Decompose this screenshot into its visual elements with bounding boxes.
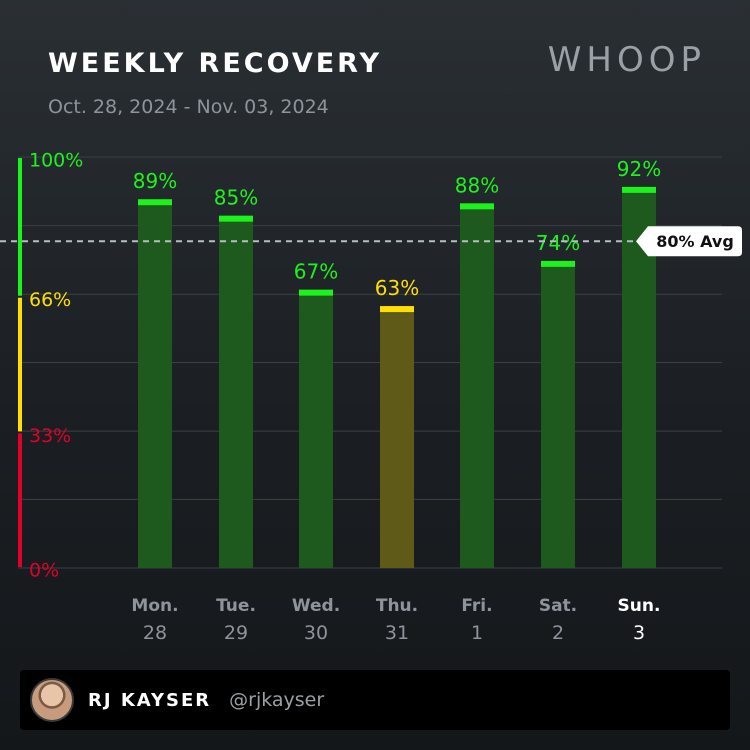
whoop-logo: WHOOP: [547, 40, 706, 80]
bar-cap: [541, 260, 575, 267]
bar-value-label: 88%: [455, 173, 499, 197]
bar: [380, 309, 414, 568]
user-handle[interactable]: @rjkayser: [229, 689, 325, 711]
x-day-label: Wed.: [292, 596, 340, 616]
bar-value-label: 63%: [375, 276, 419, 300]
bar-value-label: 92%: [617, 157, 661, 181]
bar-value-label: 74%: [536, 231, 580, 255]
avatar[interactable]: [30, 678, 74, 722]
zone-axis-segment: [18, 158, 22, 296]
y-tick-label: 33%: [29, 425, 71, 447]
x-day-label: Thu.: [376, 596, 418, 616]
bar-value-label: 85%: [214, 186, 258, 210]
bar-cap: [138, 199, 172, 206]
zone-axis-segment: [18, 433, 22, 567]
bar-cap: [380, 306, 414, 313]
x-day-label: Fri.: [461, 596, 492, 616]
x-date-label: 31: [385, 622, 409, 644]
bar-cap: [299, 289, 333, 296]
user-footer: RJ KAYSER @rjkayser: [20, 670, 730, 730]
date-range: Oct. 28, 2024 - Nov. 03, 2024: [48, 96, 329, 118]
bar-cap: [622, 186, 656, 193]
bar-value-label: 67%: [294, 260, 338, 284]
bar: [541, 263, 575, 568]
x-date-label: 2: [552, 622, 564, 644]
bar-cap: [460, 203, 494, 210]
x-date-label: 30: [304, 622, 328, 644]
bar-value-label: 89%: [133, 169, 177, 193]
bar: [219, 218, 253, 568]
zone-axis-segment: [18, 297, 22, 432]
x-date-label: 3: [633, 622, 645, 644]
recovery-bar-chart: 100% 66% 33% 0% 89% Mon. 28 85% Tue. 29 67% Wed. 30 6…: [0, 150, 742, 644]
chart-title: WEEKLY RECOVERY: [48, 48, 383, 79]
x-date-label: 1: [471, 622, 483, 644]
bar-cap: [219, 215, 253, 222]
x-day-label: Tue.: [216, 596, 256, 616]
bar: [299, 292, 333, 568]
bar: [460, 206, 494, 568]
average-badge: [636, 226, 742, 257]
x-date-label: 28: [143, 622, 167, 644]
y-tick-label: 0%: [29, 560, 59, 582]
bar: [138, 202, 172, 568]
y-tick-label: 66%: [29, 289, 71, 311]
x-day-label: Mon.: [131, 596, 178, 616]
average-label: 80% Avg: [656, 232, 734, 251]
x-day-label: Sun.: [618, 596, 661, 616]
y-tick-label: 100%: [29, 150, 83, 172]
x-day-label: Sat.: [539, 596, 577, 616]
x-date-label: 29: [224, 622, 248, 644]
user-name: RJ KAYSER: [88, 689, 212, 711]
